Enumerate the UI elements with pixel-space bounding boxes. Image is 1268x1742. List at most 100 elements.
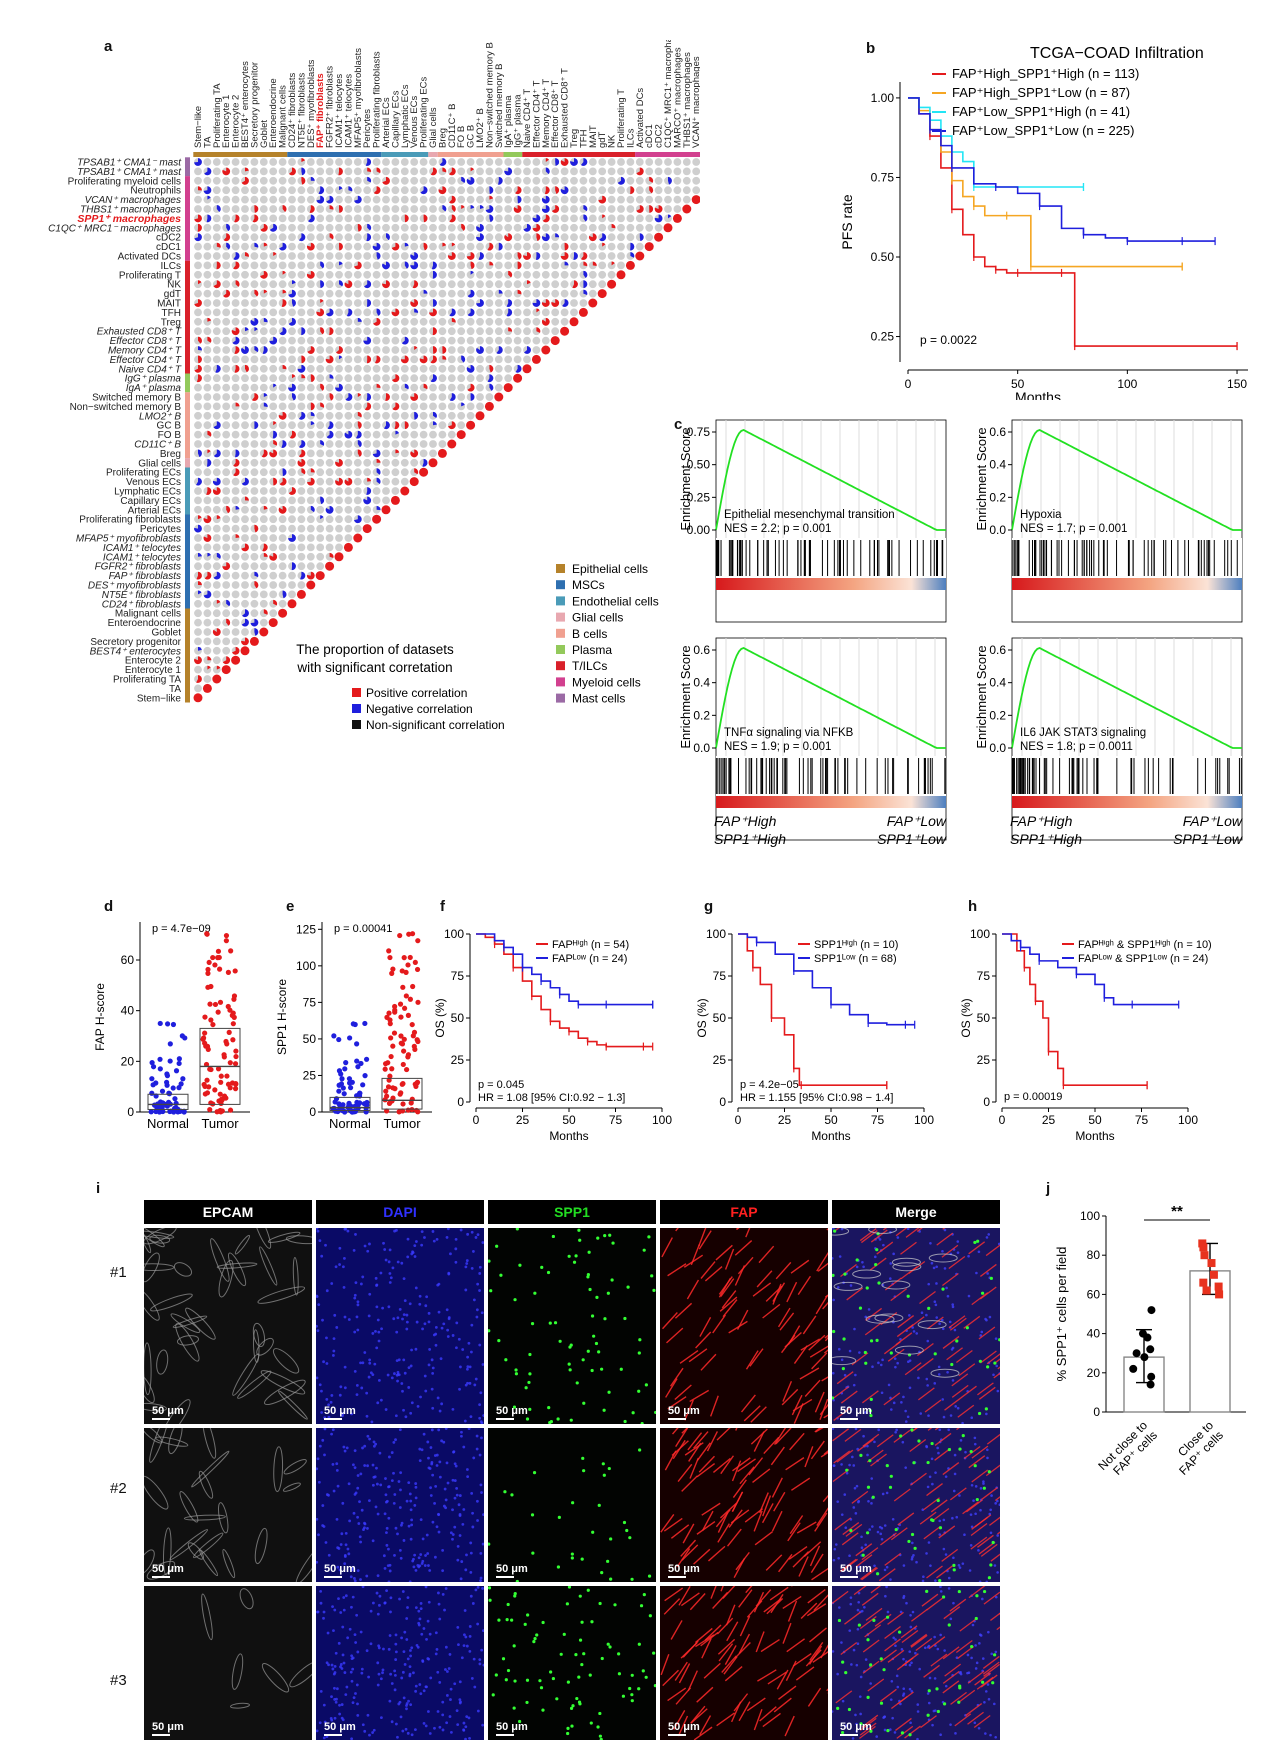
corr-cell: [457, 261, 466, 270]
corr-cell: [250, 543, 259, 552]
corr-cell: [363, 252, 372, 260]
col-label: Malignant cells: [278, 85, 289, 148]
corr-wedge: [329, 327, 334, 336]
dapi-signal: [348, 1519, 352, 1523]
dapi-signal: [427, 1456, 430, 1460]
merge-fap: [942, 1335, 960, 1349]
merge-spp1: [941, 1287, 945, 1291]
col-label: DES⁺ myofibroblasts: [306, 59, 317, 148]
corr-cell: [203, 233, 212, 242]
corr-wedge: [196, 477, 202, 486]
dapi-signal: [356, 1474, 360, 1477]
dapi-signal: [449, 1687, 453, 1691]
micrograph-texture: [201, 1588, 312, 1709]
merge-dapi: [853, 1327, 856, 1331]
fap-signal: [675, 1228, 679, 1232]
merge-spp1: [975, 1497, 979, 1502]
row-label: NK: [167, 280, 181, 291]
corr-cell: [203, 327, 212, 336]
dapi-signal: [445, 1461, 449, 1465]
corr-cell: [391, 393, 400, 401]
dapi-signal: [325, 1398, 329, 1401]
corr-cell: [447, 289, 456, 298]
dapi-signal: [414, 1347, 418, 1351]
corr-cell: [400, 364, 409, 373]
corr-cell: [523, 233, 531, 242]
corr-cell: [673, 158, 682, 166]
corr-wedge: [364, 280, 372, 289]
merge-spp1: [987, 1576, 992, 1580]
dot: [340, 1085, 346, 1091]
merge-spp1: [906, 1294, 910, 1298]
corr-wedge: [451, 205, 456, 212]
group-bar-left: [185, 514, 190, 609]
merge-dapi: [889, 1262, 892, 1265]
corr-cell: [250, 411, 259, 420]
corr-cell: [494, 299, 503, 307]
corr-cell: [335, 336, 343, 345]
dapi-signal: [316, 1467, 319, 1471]
dapi-signal: [433, 1501, 436, 1505]
xtick-label: 50: [562, 1113, 576, 1127]
corr-cell: [570, 299, 578, 307]
corr-wedge: [235, 280, 240, 287]
dapi-signal: [375, 1591, 379, 1595]
corr-cell: [438, 299, 447, 307]
row-label: DES⁺ myofibroblasts: [88, 581, 181, 592]
corr-cell: [391, 317, 400, 326]
merge-fap: [951, 1384, 969, 1398]
merge-dapi: [832, 1464, 836, 1467]
corr-wedge: [254, 571, 259, 578]
corr-wedge: [194, 158, 202, 166]
dapi-signal: [471, 1525, 475, 1529]
corr-cell: [494, 205, 503, 213]
xtick-label: 0: [735, 1113, 742, 1127]
corr-cell: [419, 346, 428, 354]
spp1-signal: [654, 1410, 656, 1415]
corr-cell: [419, 223, 428, 232]
dot: [164, 1082, 170, 1088]
corr-wedge: [235, 449, 240, 458]
dot: [410, 1033, 416, 1039]
corr-wedge: [338, 167, 343, 176]
merge-fap: [927, 1428, 933, 1431]
corr-cell: [269, 280, 278, 289]
dapi-signal: [406, 1255, 410, 1259]
merge-fap: [861, 1547, 879, 1561]
diag-cell: [663, 223, 673, 233]
corr-wedge: [204, 167, 212, 176]
ytick-label: 75: [713, 969, 727, 983]
dapi-signal: [371, 1539, 375, 1543]
dot: [355, 1064, 361, 1070]
merge-spp1: [977, 1411, 982, 1416]
corr-cell: [203, 261, 212, 270]
group-bar-top: [437, 152, 504, 157]
spp1-signal: [556, 1417, 560, 1421]
merge-spp1: [855, 1258, 859, 1262]
dot: [164, 1021, 171, 1027]
corr-cell: [391, 383, 400, 392]
spp1-signal: [596, 1236, 600, 1240]
corr-cell: [259, 252, 268, 260]
corr-wedge: [288, 289, 296, 298]
corr-cell: [363, 374, 372, 383]
diag-cell: [221, 665, 231, 675]
diag-cell: [531, 354, 541, 364]
dot: [212, 1087, 218, 1093]
fap-signal: [671, 1428, 679, 1435]
fap-signal: [786, 1281, 798, 1303]
xtick-label: Normal: [329, 1116, 371, 1131]
diag-cell: [437, 448, 447, 458]
col-label: Glial cells: [428, 107, 439, 148]
corr-wedge: [198, 590, 202, 595]
corr-cell: [476, 158, 484, 166]
corr-cell: [523, 158, 531, 166]
dapi-signal: [332, 1337, 336, 1341]
spp1-signal: [597, 1350, 601, 1354]
diag-cell: [278, 608, 288, 618]
panel-label-e: e: [286, 898, 295, 915]
dapi-signal: [336, 1565, 340, 1569]
gsea-left-label-2: SPP1⁺High: [1010, 831, 1082, 847]
corr-cell: [269, 393, 278, 401]
corr-cell: [335, 299, 343, 307]
